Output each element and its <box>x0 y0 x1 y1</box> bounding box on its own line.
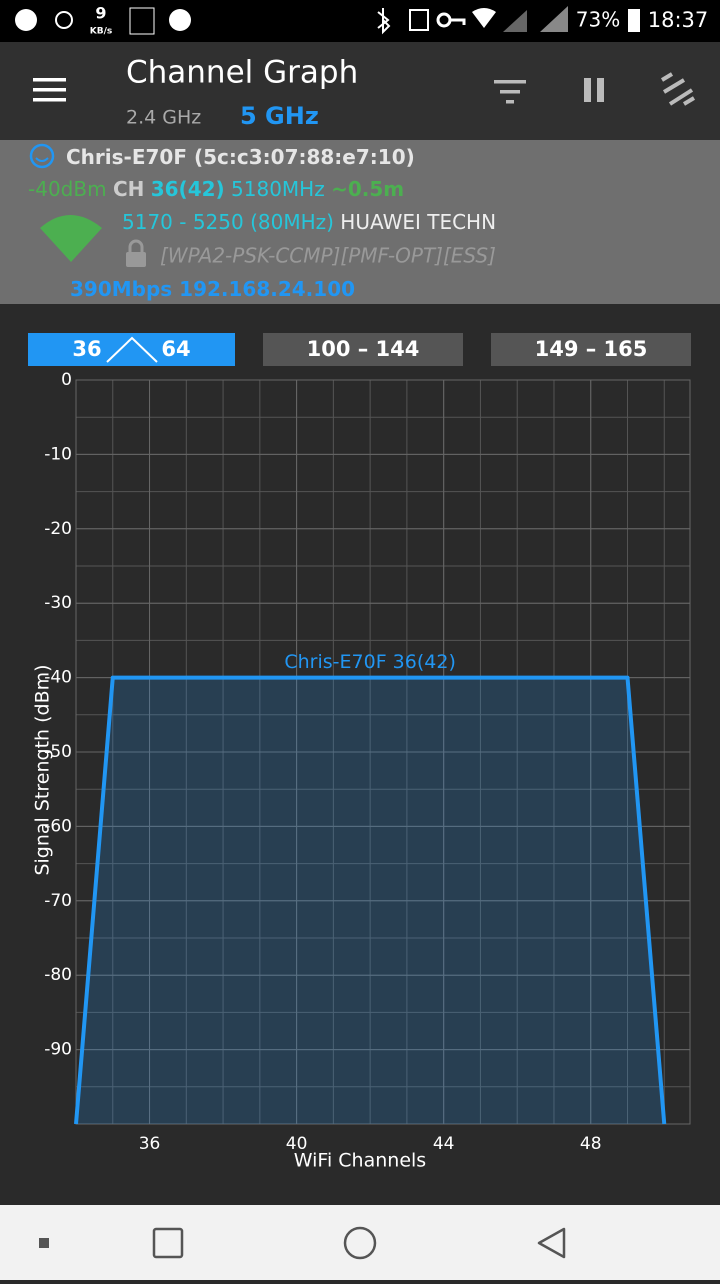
net-unit: KB/s <box>90 27 112 37</box>
tab-from: 36 <box>72 337 101 361</box>
ssid: Chris-E70F <box>66 145 187 169</box>
menu-button[interactable] <box>33 78 66 102</box>
wifi-strength-icon <box>40 215 102 262</box>
tab[interactable]: 149 – 165 <box>491 333 691 366</box>
spotify-icon <box>15 9 37 31</box>
nfc-icon <box>409 9 429 31</box>
phone-icon <box>169 9 191 31</box>
y-tick-label: -90 <box>44 1040 72 1060</box>
back-button[interactable] <box>537 1227 566 1259</box>
band-tab-active[interactable]: 5 GHz <box>240 102 319 130</box>
menu-line <box>33 88 66 92</box>
battery-icon <box>628 9 640 32</box>
frequency: 5180MHz <box>231 177 325 201</box>
signal: -40dBm <box>28 177 107 201</box>
tab-to: 64 <box>161 337 190 361</box>
tab-active[interactable]: 36 64 <box>28 333 235 366</box>
key-shaft <box>450 18 466 25</box>
y-tick-label: 0 <box>61 370 72 390</box>
y-tick-label: -30 <box>44 593 72 613</box>
signal-area <box>76 677 665 1124</box>
y-tick-label: -60 <box>44 816 72 836</box>
y-tick-label: -70 <box>44 891 72 911</box>
network-address: 390Mbps 192.168.24.100 <box>70 277 355 301</box>
bssid: (5c:c3:07:88:e7:10) <box>194 145 415 169</box>
signal-icon-1 <box>503 10 527 32</box>
y-tick-label: -40 <box>44 668 72 688</box>
x-tick-label: 40 <box>286 1134 308 1154</box>
app-bar <box>0 42 720 140</box>
distance: ~0.5m <box>331 177 404 201</box>
tab-label: 149 – 165 <box>535 337 648 361</box>
ch-label: CH <box>113 177 144 201</box>
filter-line <box>500 90 520 94</box>
net-speed: 9 <box>95 4 106 23</box>
scan-button[interactable] <box>660 72 696 106</box>
filter-button[interactable] <box>494 80 526 104</box>
smiley-mouth <box>35 157 49 162</box>
smiley-icon <box>29 143 55 169</box>
nav-bar <box>0 1205 720 1280</box>
filter-line <box>506 100 514 104</box>
network-panel <box>0 140 720 304</box>
pause-bar <box>584 78 591 102</box>
network-range: 5170 - 5250 (80MHz) HUAWEI TECHN <box>122 210 496 234</box>
clock: 18:37 <box>648 8 709 32</box>
menu-line <box>33 98 66 102</box>
tab[interactable]: 100 – 144 <box>263 333 463 366</box>
y-tick-label: -20 <box>44 519 72 539</box>
channel-chart: 0 -10 -20 -30 -40 -50 -60 -70 -80 -90 36 40 44 48 Chri… <box>32 370 691 1172</box>
y-tick-label: -80 <box>44 965 72 985</box>
security: [WPA2-PSK-CCMP][PMF-OPT][ESS] <box>160 244 496 268</box>
status-bar <box>0 0 720 42</box>
ip: 192.168.24.100 <box>179 277 355 301</box>
lock-icon <box>126 252 146 267</box>
home-button[interactable] <box>343 1226 377 1260</box>
lock-shackle <box>128 239 144 252</box>
app-title: Channel Graph <box>126 55 358 91</box>
filter-line <box>494 80 526 84</box>
band-tab[interactable]: 2.4 GHz <box>126 107 201 129</box>
pause-button[interactable] <box>584 78 604 102</box>
tab-bg <box>491 333 691 366</box>
recents-button[interactable] <box>152 1227 184 1259</box>
menu-line <box>33 78 66 82</box>
channel: 36(42) <box>151 177 225 201</box>
bluetooth-icon <box>377 8 391 35</box>
ims-icon <box>129 7 155 35</box>
x-tick-label: 36 <box>139 1134 161 1154</box>
tab-label: 100 – 144 <box>307 337 420 361</box>
tab-bg <box>263 333 463 366</box>
x-tick-label: 48 <box>580 1134 602 1154</box>
vendor: HUAWEI TECHN <box>340 210 496 234</box>
y-tick-label: -10 <box>44 444 72 464</box>
battery-percent: 73% <box>576 8 620 32</box>
network-name: Chris-E70F (5c:c3:07:88:e7:10) <box>66 145 415 169</box>
signal-line <box>74 675 667 1125</box>
pause-bar <box>597 78 604 102</box>
series-label: Chris-E70F 36(42) <box>284 651 455 673</box>
wifi-status-icon <box>472 8 496 28</box>
y-axis-title: Signal Strength (dBm) <box>32 664 54 875</box>
range: 5170 - 5250 (80MHz) <box>122 210 334 234</box>
signal-icon-2 <box>540 6 568 32</box>
bt-icon <box>55 11 73 29</box>
network-details: -40dBm CH 36(42) 5180MHz ~0.5m <box>28 177 404 201</box>
y-tick-label: -50 <box>44 742 72 762</box>
tab-range-icon <box>106 336 158 363</box>
nav-dot[interactable] <box>39 1238 49 1248</box>
speed: 390Mbps <box>70 277 172 301</box>
x-tick-label: 44 <box>433 1134 455 1154</box>
x-axis-title: WiFi Channels <box>294 1150 426 1172</box>
